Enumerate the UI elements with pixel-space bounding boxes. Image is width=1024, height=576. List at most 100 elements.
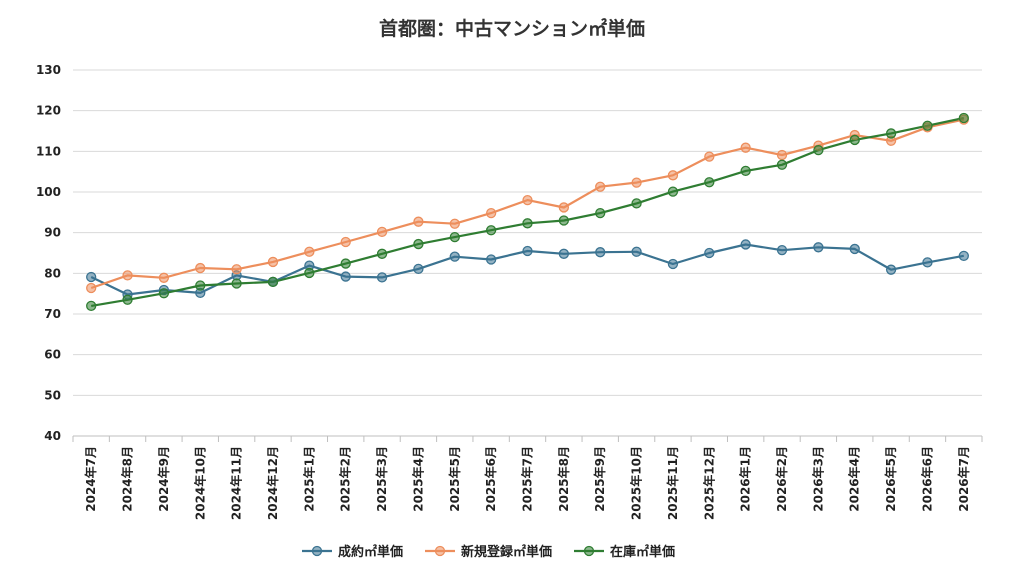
data-point xyxy=(86,300,97,312)
x-tick-label: 2025年2月 xyxy=(338,446,353,512)
legend-label: 在庫㎡単価 xyxy=(610,544,675,560)
data-point xyxy=(485,254,497,265)
data-point xyxy=(776,159,788,170)
y-tick-label: 80 xyxy=(44,266,61,280)
data-point xyxy=(631,177,642,188)
data-point xyxy=(158,272,170,283)
data-point xyxy=(340,236,351,248)
y-tick-label: 60 xyxy=(44,348,61,362)
data-point xyxy=(522,194,533,206)
data-point xyxy=(885,128,897,139)
x-tick-label: 2025年12月 xyxy=(701,446,716,520)
data-point xyxy=(740,239,751,250)
y-tick-label: 130 xyxy=(36,63,61,77)
x-tick-label: 2026年2月 xyxy=(774,446,789,512)
data-point xyxy=(231,264,242,275)
data-point xyxy=(667,186,679,197)
x-tick-label: 2024年7月 xyxy=(83,446,98,512)
data-point xyxy=(340,271,351,282)
data-point xyxy=(595,181,606,192)
data-point xyxy=(813,242,824,253)
data-point xyxy=(740,165,751,177)
data-point xyxy=(704,151,715,162)
data-point xyxy=(595,247,606,258)
y-tick-label: 90 xyxy=(44,226,61,240)
data-point xyxy=(813,144,824,156)
data-point xyxy=(304,267,315,279)
data-point xyxy=(522,245,533,257)
legend-swatch-marker xyxy=(583,545,595,557)
data-point xyxy=(376,248,388,259)
data-point xyxy=(86,271,97,283)
data-point xyxy=(449,251,460,262)
y-tick-label: 110 xyxy=(36,144,61,158)
x-tick-label: 2025年10月 xyxy=(629,446,644,520)
x-tick-label: 2024年10月 xyxy=(192,446,207,520)
data-point xyxy=(485,207,497,219)
data-point xyxy=(922,120,933,131)
legend-swatch-marker xyxy=(311,545,323,557)
data-point xyxy=(376,226,388,238)
data-point xyxy=(413,216,424,227)
data-point xyxy=(958,250,969,261)
x-tick-label: 2026年1月 xyxy=(738,446,753,512)
data-point xyxy=(558,215,570,226)
data-point xyxy=(849,243,860,255)
data-point xyxy=(195,280,206,291)
x-tick-label: 2025年1月 xyxy=(301,446,316,512)
data-point xyxy=(267,256,279,268)
data-point xyxy=(449,218,460,229)
data-point xyxy=(885,264,897,275)
data-point xyxy=(667,258,679,270)
x-tick-label: 2026年4月 xyxy=(847,446,862,512)
data-point xyxy=(667,170,679,181)
legend-label: 成約㎡単価 xyxy=(338,544,403,560)
data-point xyxy=(304,246,315,257)
data-point xyxy=(849,134,860,146)
x-tick-label: 2026年5月 xyxy=(883,446,898,512)
data-point xyxy=(776,149,788,161)
x-tick-label: 2025年3月 xyxy=(374,446,389,512)
x-tick-label: 2024年11月 xyxy=(229,446,244,520)
x-tick-label: 2025年6月 xyxy=(483,446,498,512)
chart-title: 首都圏：中古マンション㎡単価 xyxy=(378,18,645,40)
y-tick-label: 50 xyxy=(44,388,61,402)
legend-label: 新規登録㎡単価 xyxy=(461,544,552,560)
data-point xyxy=(631,246,642,257)
x-tick-label: 2026年3月 xyxy=(810,446,825,512)
data-point xyxy=(522,218,533,229)
data-point xyxy=(922,257,933,268)
series-line xyxy=(91,116,965,307)
data-point xyxy=(449,231,460,243)
data-point xyxy=(595,207,606,219)
y-tick-label: 100 xyxy=(36,185,61,199)
data-point xyxy=(558,202,570,213)
data-point xyxy=(86,282,97,294)
x-tick-label: 2025年8月 xyxy=(556,446,571,512)
data-point xyxy=(231,278,242,289)
data-point xyxy=(195,262,206,274)
data-point xyxy=(558,248,570,259)
data-point xyxy=(740,142,751,153)
data-point xyxy=(631,198,642,209)
data-point xyxy=(704,247,715,259)
data-point xyxy=(413,238,424,250)
data-point xyxy=(413,263,424,275)
x-tick-label: 2025年9月 xyxy=(592,446,607,512)
legend-swatch-marker xyxy=(434,545,446,557)
x-tick-label: 2026年6月 xyxy=(919,446,934,512)
data-point xyxy=(267,276,279,288)
data-point xyxy=(376,272,388,283)
data-point xyxy=(122,294,133,305)
x-tick-label: 2025年11月 xyxy=(665,446,680,520)
x-tick-label: 2025年4月 xyxy=(410,446,425,512)
x-tick-label: 2025年7月 xyxy=(520,446,535,512)
y-tick-label: 40 xyxy=(44,429,61,443)
y-tick-label: 120 xyxy=(36,104,61,118)
data-point xyxy=(485,225,497,236)
x-tick-label: 2024年9月 xyxy=(156,446,171,512)
x-tick-label: 2025年5月 xyxy=(447,446,462,512)
data-point xyxy=(776,245,788,256)
